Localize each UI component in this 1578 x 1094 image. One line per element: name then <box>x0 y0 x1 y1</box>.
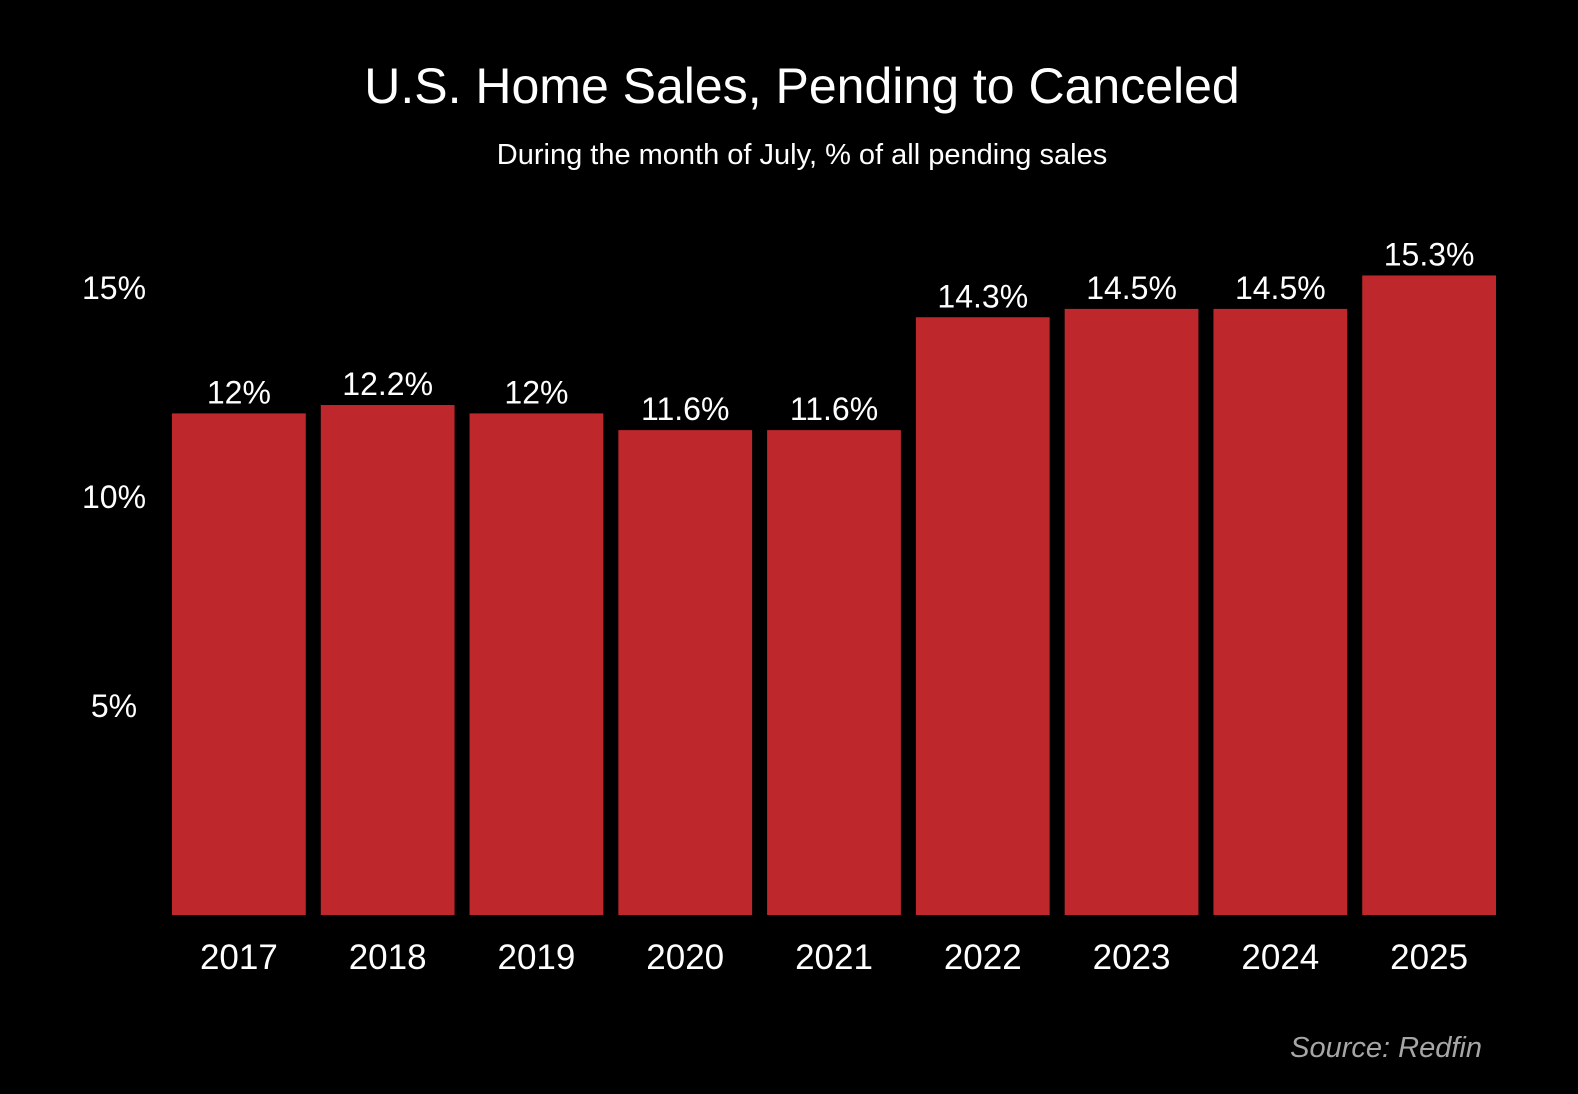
value-label-2017: 12% <box>207 374 271 410</box>
value-label-2023: 14.5% <box>1086 270 1177 306</box>
x-tick-label-2020: 2020 <box>646 938 724 977</box>
x-tick-label-2024: 2024 <box>1241 938 1319 977</box>
bars-group <box>172 275 1496 916</box>
bar-2025 <box>1362 275 1496 916</box>
bar-2023 <box>1064 308 1199 915</box>
bar-2024 <box>1213 308 1348 915</box>
y-tick-label: 5% <box>91 688 137 724</box>
bar-2019 <box>469 413 604 915</box>
value-labels-group: 12% 12.2% 12% 11.6% 11.6% 14.3% 14.5% 14.5% 15.3… <box>207 236 1475 427</box>
x-tick-label-2019: 2019 <box>498 938 576 977</box>
value-label-2025: 15.3% <box>1384 236 1475 272</box>
x-tick-label-2023: 2023 <box>1093 938 1171 977</box>
y-axis-ticks: 5% 10% 15% <box>82 270 146 724</box>
value-label-2019: 12% <box>504 374 568 410</box>
y-tick-label: 10% <box>82 479 146 515</box>
x-tick-label-2017: 2017 <box>200 938 278 977</box>
bar-2021 <box>767 430 901 915</box>
source-note: Source: Redfin <box>1290 1032 1482 1064</box>
x-tick-label-2018: 2018 <box>349 938 427 977</box>
value-label-2022: 14.3% <box>937 278 1028 314</box>
value-label-2024: 14.5% <box>1235 270 1326 306</box>
bar-2020 <box>618 430 753 915</box>
value-label-2021: 11.6% <box>790 391 878 427</box>
chart-subtitle: During the month of July, % of all pendi… <box>496 139 1108 171</box>
bar-2022 <box>915 317 1050 915</box>
bar-2018 <box>320 405 455 915</box>
chart-title: U.S. Home Sales, Pending to Canceled <box>364 58 1240 114</box>
x-tick-label-2022: 2022 <box>944 938 1022 977</box>
value-label-2018: 12.2% <box>342 366 433 402</box>
y-tick-label: 15% <box>82 270 146 306</box>
x-axis-ticks: 2017 2018 2019 2020 2021 2022 2023 2024 2025 <box>200 938 1468 977</box>
bar-2017 <box>172 413 306 915</box>
x-tick-label-2025: 2025 <box>1390 938 1468 977</box>
x-tick-label-2021: 2021 <box>795 938 873 977</box>
value-label-2020: 11.6% <box>641 391 729 427</box>
